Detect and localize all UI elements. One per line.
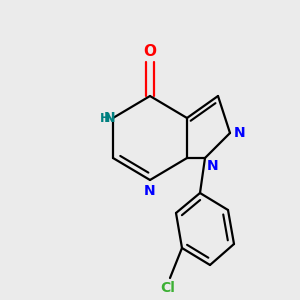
Text: H: H <box>100 112 110 124</box>
Text: N: N <box>144 184 156 198</box>
Text: N: N <box>103 111 115 125</box>
Text: N: N <box>234 126 246 140</box>
Text: Cl: Cl <box>160 281 175 295</box>
Text: N: N <box>207 159 219 173</box>
Text: O: O <box>143 44 157 59</box>
